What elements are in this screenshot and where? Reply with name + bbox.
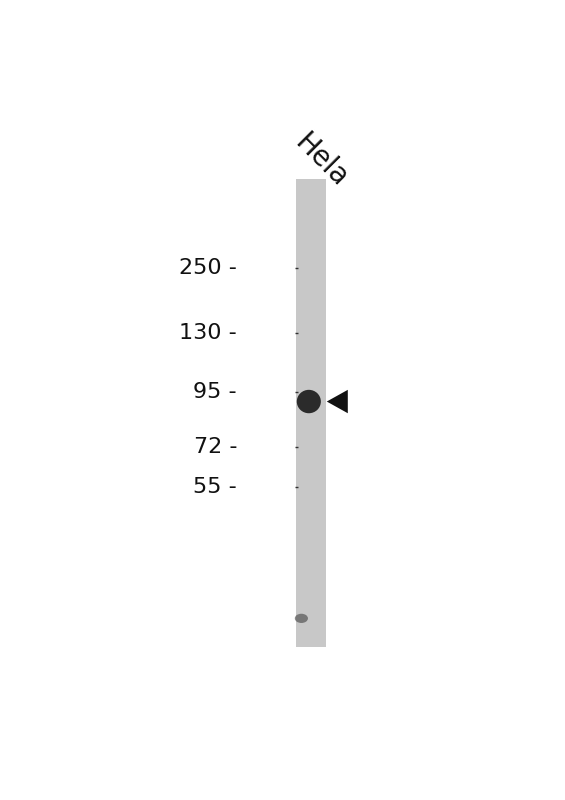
Text: 95 -: 95 -: [193, 382, 237, 402]
Text: 130 -: 130 -: [179, 323, 237, 343]
Text: Hela: Hela: [289, 129, 353, 193]
Text: 250 -: 250 -: [179, 258, 237, 278]
Polygon shape: [327, 390, 348, 414]
Ellipse shape: [297, 390, 321, 414]
Bar: [296, 179, 326, 647]
Text: 55 -: 55 -: [193, 477, 237, 497]
Ellipse shape: [295, 614, 308, 623]
Text: 72 -: 72 -: [194, 437, 237, 457]
